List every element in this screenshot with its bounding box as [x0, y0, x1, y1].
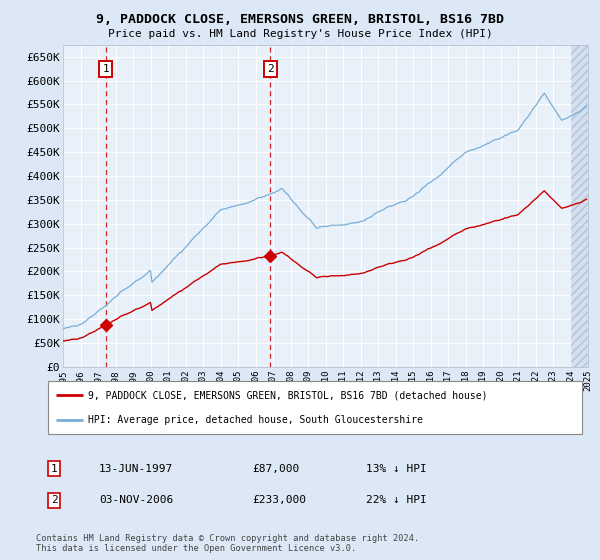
FancyBboxPatch shape — [48, 381, 582, 434]
Text: 13% ↓ HPI: 13% ↓ HPI — [366, 464, 427, 474]
Bar — [571, 45, 588, 367]
Text: 22% ↓ HPI: 22% ↓ HPI — [366, 495, 427, 505]
Text: HPI: Average price, detached house, South Gloucestershire: HPI: Average price, detached house, Sout… — [88, 414, 423, 424]
Text: £233,000: £233,000 — [252, 495, 306, 505]
Text: £87,000: £87,000 — [252, 464, 299, 474]
Text: Price paid vs. HM Land Registry's House Price Index (HPI): Price paid vs. HM Land Registry's House … — [107, 29, 493, 39]
Text: Contains HM Land Registry data © Crown copyright and database right 2024.
This d: Contains HM Land Registry data © Crown c… — [36, 534, 419, 553]
Text: 9, PADDOCK CLOSE, EMERSONS GREEN, BRISTOL, BS16 7BD (detached house): 9, PADDOCK CLOSE, EMERSONS GREEN, BRISTO… — [88, 390, 488, 400]
Text: 9, PADDOCK CLOSE, EMERSONS GREEN, BRISTOL, BS16 7BD: 9, PADDOCK CLOSE, EMERSONS GREEN, BRISTO… — [96, 13, 504, 26]
Text: 2: 2 — [50, 495, 58, 505]
Text: 1: 1 — [103, 64, 109, 74]
Text: 2: 2 — [267, 64, 274, 74]
Text: 03-NOV-2006: 03-NOV-2006 — [99, 495, 173, 505]
Text: 13-JUN-1997: 13-JUN-1997 — [99, 464, 173, 474]
Text: 1: 1 — [50, 464, 58, 474]
